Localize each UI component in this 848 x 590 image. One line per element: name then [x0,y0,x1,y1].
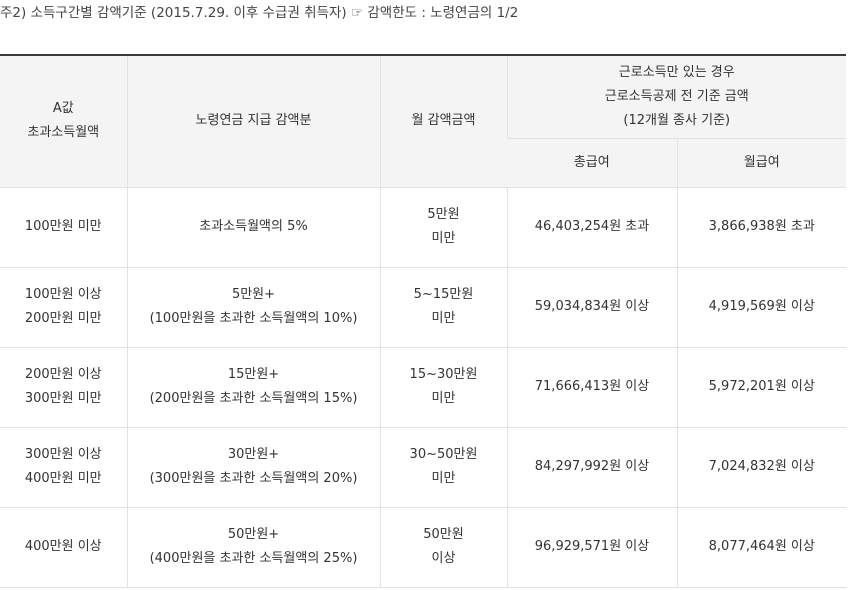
cell-total-pay: 96,929,571원 이상 [506,507,677,588]
cell-monthly-deduction: 5만원 미만 [379,187,507,268]
deduction-table: A값 초과소득월액 노령연금 지급 감액분 월 감액금액 근로소득만 있는 경우… [0,54,846,588]
cell-deduction: 30만원+ (300만원을 초과한 소득월액의 20%) [126,427,380,508]
cell-total-pay: 71,666,413원 이상 [506,347,677,428]
header-monthly-deduction: 월 감액금액 [379,54,507,188]
cell-monthly-pay: 7,024,832원 이상 [676,427,846,508]
cell-range: 300만원 이상 400만원 미만 [0,427,127,508]
cell-monthly-deduction: 15~30만원 미만 [379,347,507,428]
table-row: 100만원 이상 200만원 미만 5만원+ (100만원을 초과한 소득월액의 1… [0,267,846,348]
cell-monthly-pay: 5,972,201원 이상 [676,347,846,428]
header-monthly-pay: 월급여 [676,138,846,188]
cell-deduction: 50만원+ (400만원을 초과한 소득월액의 25%) [126,507,380,588]
cell-monthly-pay: 4,919,569원 이상 [676,267,846,348]
cell-total-pay: 59,034,834원 이상 [506,267,677,348]
header-earned-income-group: 근로소득만 있는 경우 근로소득공제 전 기준 금액 (12개월 종사 기준) [506,54,846,139]
table-row: 300만원 이상 400만원 미만 30만원+ (300만원을 초과한 소득월액의 … [0,427,846,508]
header-deduction: 노령연금 지급 감액분 [126,54,380,188]
cell-monthly-pay: 8,077,464원 이상 [676,507,846,588]
header-total-pay: 총급여 [507,138,677,188]
cell-range: 100만원 미만 [0,187,127,268]
cell-monthly-pay: 3,866,938원 초과 [676,187,846,268]
table-row: 100만원 미만 초과소득월액의 5% 5만원 미만 46,403,254원 초과… [0,187,846,268]
cell-deduction: 5만원+ (100만원을 초과한 소득월액의 10%) [126,267,380,348]
cell-range: 100만원 이상 200만원 미만 [0,267,127,348]
cell-deduction: 15만원+ (200만원을 초과한 소득월액의 15%) [126,347,380,428]
cell-total-pay: 84,297,992원 이상 [506,427,677,508]
cell-monthly-deduction: 5~15만원 미만 [379,267,507,348]
table-row: 200만원 이상 300만원 미만 15만원+ (200만원을 초과한 소득월액의 … [0,347,846,428]
cell-monthly-deduction: 30~50만원 미만 [379,427,507,508]
header-a-value: A값 초과소득월액 [0,54,127,188]
cell-range: 200만원 이상 300만원 미만 [0,347,127,428]
note-text: 주2) 소득구간별 감액기준 (2015.7.29. 이후 수급권 취득자) ☞… [0,5,519,21]
cell-range: 400만원 이상 [0,507,127,588]
cell-total-pay: 46,403,254원 초과 [506,187,677,268]
cell-deduction: 초과소득월액의 5% [126,187,380,268]
cell-monthly-deduction: 50만원 이상 [379,507,507,588]
table-row: 400만원 이상 50만원+ (400만원을 초과한 소득월액의 25%) 50만… [0,507,846,588]
